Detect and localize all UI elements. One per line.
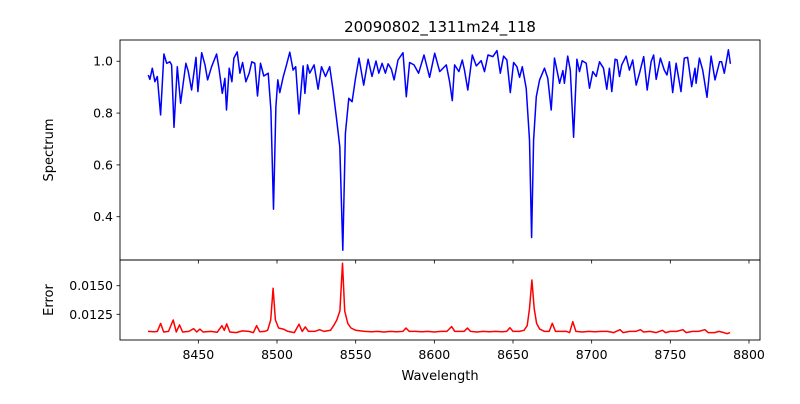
xtick-label: 8750 — [654, 347, 686, 362]
xtick-label: 8700 — [576, 347, 608, 362]
xtick-label: 8450 — [182, 347, 214, 362]
error-series-line — [147, 262, 731, 335]
spectrum-ytick-label: 1.0 — [93, 54, 113, 69]
spectrum-series-line — [147, 49, 732, 251]
error-axes-frame — [119, 259, 761, 341]
spectrum-ytick-label: 0.6 — [93, 157, 113, 172]
xtick-label: 8600 — [418, 347, 450, 362]
xtick-label: 8800 — [733, 347, 765, 362]
xtick-label: 8550 — [340, 347, 372, 362]
chart-title: 20090802_1311m24_118 — [344, 18, 536, 37]
y-axis-label-error: Error — [42, 284, 57, 316]
error-ytick-label: 0.0125 — [69, 307, 113, 322]
x-axis-label: Wavelength — [401, 369, 478, 384]
spectrum-ytick-label: 0.4 — [93, 209, 113, 224]
spectrum-panel: 0.4 0.6 0.8 1.0 — [93, 39, 761, 264]
error-panel: 0.0125 0.0150 8450 8500 8550 8600 8650 8700 8750… — [69, 259, 765, 362]
spectrum-ytick-label: 0.8 — [93, 106, 113, 121]
error-ytick-label: 0.0150 — [69, 278, 113, 293]
xtick-label: 8500 — [261, 347, 293, 362]
xtick-label: 8650 — [497, 347, 529, 362]
y-axis-label-spectrum: Spectrum — [42, 119, 57, 182]
